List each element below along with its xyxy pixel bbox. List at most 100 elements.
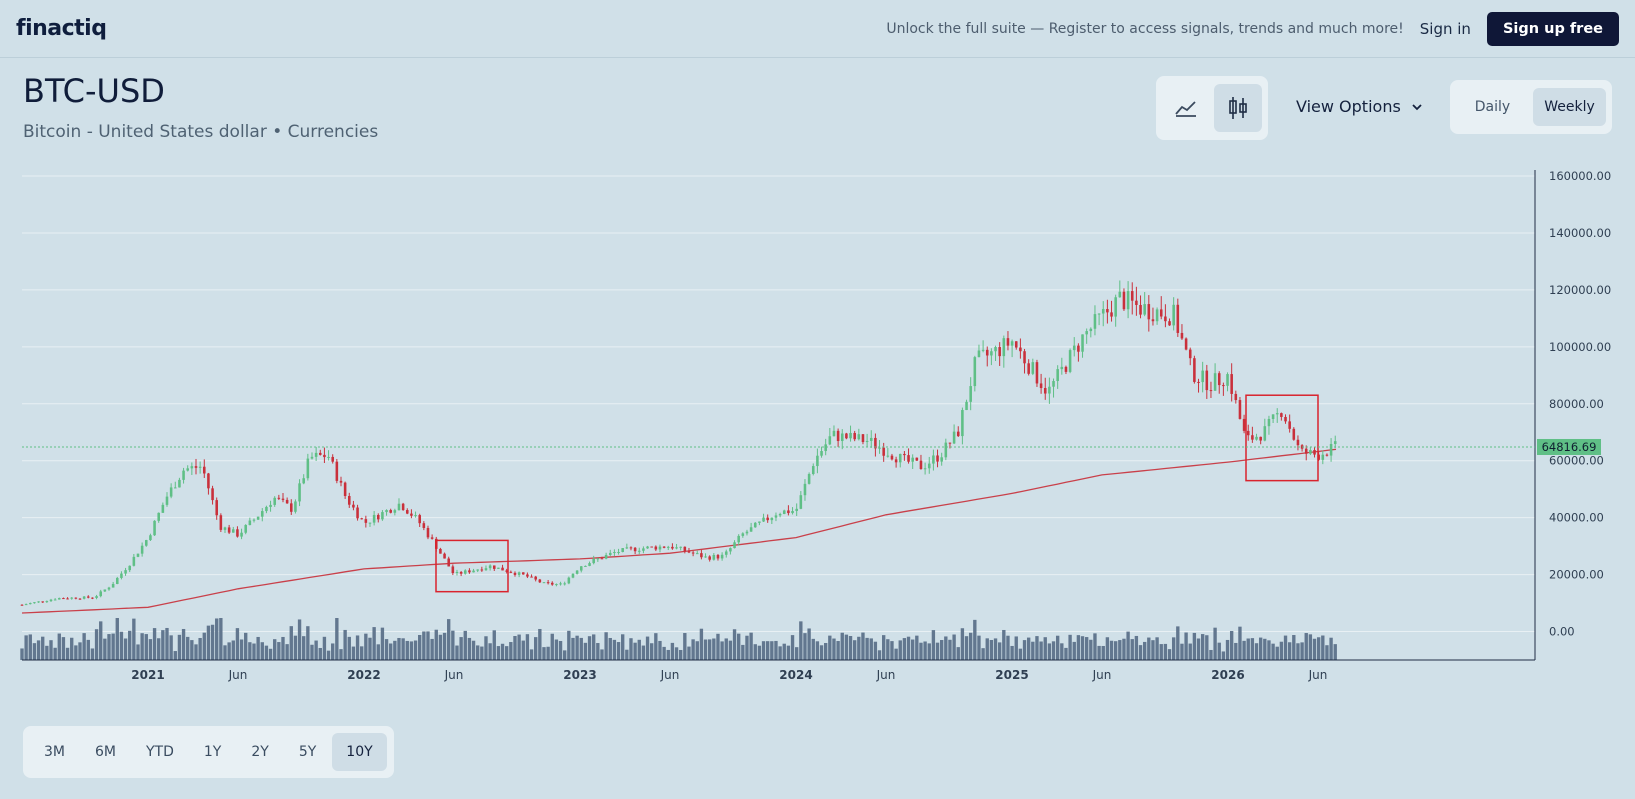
candle-body bbox=[476, 569, 479, 571]
volume-bar bbox=[546, 646, 550, 660]
candle-body bbox=[969, 386, 972, 402]
candle-body bbox=[410, 513, 413, 516]
volume-bar bbox=[865, 637, 869, 660]
volume-bar bbox=[641, 645, 646, 660]
candle-body bbox=[124, 570, 127, 574]
candle-body bbox=[459, 572, 463, 574]
candle-body bbox=[853, 432, 856, 440]
volume-bar bbox=[28, 634, 32, 660]
candle-body bbox=[49, 599, 53, 602]
volume-bar bbox=[1263, 638, 1267, 660]
finactiq-logo[interactable]: finactiq bbox=[16, 16, 107, 41]
volume-bar bbox=[165, 627, 169, 660]
volume-bar bbox=[1010, 645, 1014, 660]
range-6m-button[interactable]: 6M bbox=[95, 744, 116, 760]
candle-body bbox=[903, 453, 906, 456]
candle-body bbox=[223, 527, 227, 530]
candlestick-series bbox=[20, 280, 1337, 606]
sign-up-button[interactable]: Sign up free bbox=[1486, 11, 1619, 46]
candle-body bbox=[1325, 454, 1329, 456]
volume-bar bbox=[1217, 642, 1221, 660]
volume-bar bbox=[20, 648, 24, 660]
candle-body bbox=[836, 430, 840, 442]
highlight-box bbox=[1245, 394, 1319, 482]
volume-bar bbox=[1018, 648, 1023, 660]
candle-body bbox=[961, 410, 964, 437]
candle-body bbox=[563, 583, 566, 585]
range-3m-button[interactable]: 3M bbox=[44, 744, 65, 760]
candle-body bbox=[1280, 413, 1283, 417]
candle-body bbox=[439, 548, 442, 554]
chart-axes bbox=[22, 170, 1536, 661]
volume-bar bbox=[650, 643, 654, 660]
volume-bar bbox=[463, 630, 467, 660]
volume-bar bbox=[567, 630, 571, 660]
sign-in-link[interactable]: Sign in bbox=[1419, 19, 1471, 38]
candle-body bbox=[807, 474, 811, 484]
candle-body bbox=[1151, 319, 1155, 322]
candle-body bbox=[1242, 418, 1246, 431]
volume-bar bbox=[927, 643, 931, 660]
volume-bar bbox=[658, 640, 662, 660]
daily-interval-button[interactable]: Daily bbox=[1474, 99, 1511, 115]
volume-bar bbox=[1014, 636, 1018, 660]
volume-bar bbox=[1084, 637, 1089, 660]
candle-body bbox=[774, 515, 778, 518]
range-ytd-button[interactable]: YTD bbox=[146, 744, 174, 760]
candle-body bbox=[33, 602, 36, 604]
candle-body bbox=[314, 452, 318, 457]
volume-bar bbox=[596, 643, 600, 660]
volume-bar bbox=[393, 640, 397, 660]
volume-bar bbox=[857, 636, 861, 660]
candle-body bbox=[1147, 304, 1151, 320]
candle-body bbox=[1023, 351, 1026, 364]
volume-bar bbox=[248, 642, 252, 660]
volume-bar bbox=[977, 635, 981, 660]
volume-bar bbox=[389, 643, 393, 660]
volume-bar bbox=[496, 646, 501, 660]
candle-body bbox=[550, 582, 554, 585]
weekly-interval-button[interactable]: Weekly bbox=[1533, 88, 1606, 126]
candle-body bbox=[608, 552, 612, 555]
range-5y-button[interactable]: 5Y bbox=[298, 744, 317, 760]
candle-body bbox=[894, 459, 898, 463]
candle-body bbox=[1039, 383, 1043, 389]
candlestick-chart-button[interactable] bbox=[1214, 84, 1262, 132]
area-chart-button[interactable] bbox=[1162, 84, 1210, 132]
range-10y-button[interactable]: 10Y bbox=[332, 733, 387, 771]
volume-bar bbox=[285, 644, 289, 660]
candle-body bbox=[1110, 312, 1113, 317]
volume-bar bbox=[1296, 643, 1300, 660]
volume-bar bbox=[1283, 635, 1288, 660]
range-1y-button[interactable]: 1Y bbox=[203, 744, 222, 760]
candle-body bbox=[890, 455, 894, 460]
candle-body bbox=[1226, 374, 1229, 386]
candle-body bbox=[240, 532, 243, 537]
volume-bar bbox=[563, 650, 567, 660]
price-chart[interactable]: 160000.00 140000.00 120000.00 100000.00 8000… bbox=[0, 160, 1635, 700]
header-actions: Unlock the full suite — Register to acce… bbox=[886, 11, 1619, 46]
volume-bar bbox=[355, 635, 360, 660]
volume-bar bbox=[861, 632, 865, 660]
volume-bar bbox=[289, 626, 293, 660]
volume-bar bbox=[741, 644, 745, 660]
candle-body bbox=[1321, 454, 1325, 460]
volume-bar bbox=[1101, 645, 1105, 660]
candle-body bbox=[273, 497, 276, 505]
candle-body bbox=[472, 570, 475, 573]
candle-body bbox=[766, 517, 769, 521]
candle-body bbox=[845, 433, 848, 439]
view-options-dropdown[interactable]: View Options bbox=[1296, 97, 1423, 116]
candle-body bbox=[811, 466, 815, 475]
candle-body bbox=[99, 591, 102, 597]
candle-body bbox=[1188, 349, 1192, 359]
candle-body bbox=[1209, 390, 1213, 392]
volume-bar bbox=[198, 637, 202, 660]
candle-body bbox=[484, 568, 488, 571]
candle-body bbox=[37, 601, 40, 603]
candle-body bbox=[936, 455, 939, 462]
candle-body bbox=[625, 547, 629, 549]
candle-body bbox=[1089, 328, 1093, 332]
volume-bar bbox=[956, 647, 960, 660]
range-2y-button[interactable]: 2Y bbox=[251, 744, 269, 760]
